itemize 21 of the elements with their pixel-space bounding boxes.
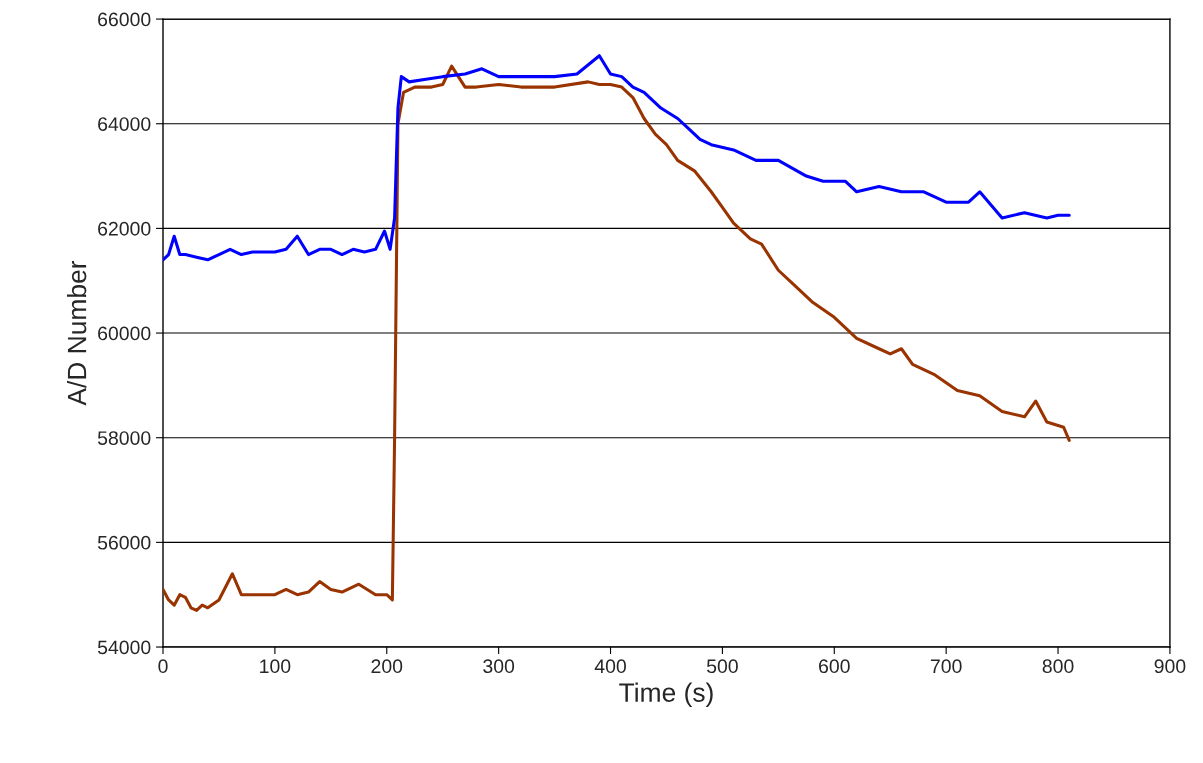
x-tick-label: 600 bbox=[819, 659, 850, 674]
x-tick-label: 0 bbox=[158, 659, 168, 674]
x-tick-label: 500 bbox=[706, 659, 738, 674]
x-tick-label: 900 bbox=[1154, 659, 1186, 674]
x-tick-label: 100 bbox=[260, 659, 291, 674]
y-tick-label: 64000 bbox=[98, 117, 151, 131]
x-tick-label: 700 bbox=[930, 659, 962, 674]
y-tick-label: 56000 bbox=[97, 535, 151, 550]
y-tick-label: 54000 bbox=[97, 640, 151, 655]
x-tick-label: 200 bbox=[371, 659, 403, 674]
y-tick-label: 66000 bbox=[98, 12, 151, 27]
x-tick-label: 400 bbox=[594, 659, 626, 674]
x-axis-title: Time (s) bbox=[619, 682, 713, 708]
x-tick-label: 300 bbox=[483, 659, 515, 674]
y-tick-label: 60000 bbox=[98, 326, 151, 341]
x-tick-label: 800 bbox=[1042, 659, 1074, 674]
y-axis-title: A/D Number bbox=[66, 260, 87, 406]
y-tick-label: 62000 bbox=[98, 221, 151, 236]
line-series bbox=[163, 54, 1071, 262]
y-tick-label: 58000 bbox=[97, 431, 151, 445]
line-series bbox=[163, 64, 1071, 612]
